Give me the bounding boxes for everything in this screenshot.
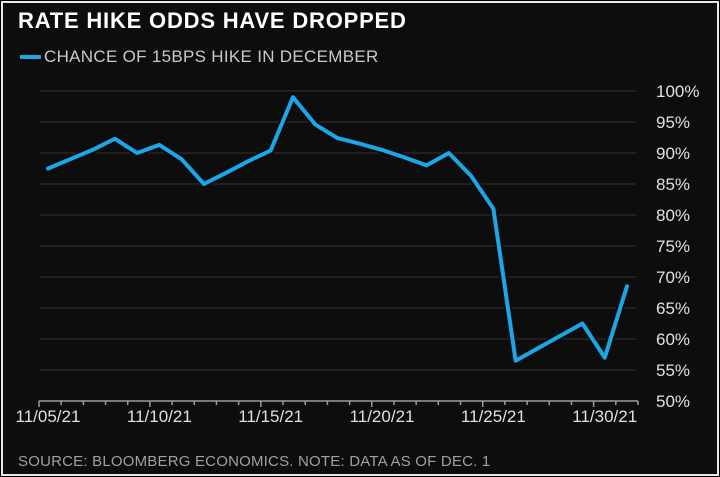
y-tick-label: 90% bbox=[656, 144, 690, 163]
legend-line-swatch-icon bbox=[20, 55, 41, 59]
chart-title: RATE HIKE ODDS HAVE DROPPED bbox=[18, 8, 407, 33]
x-tick-label: 11/05/21 bbox=[16, 407, 81, 426]
y-tick-label: 55% bbox=[656, 361, 690, 380]
x-tick-label: 11/30/21 bbox=[572, 407, 637, 426]
source-note: SOURCE: BLOOMBERG ECONOMICS. NOTE: DATA … bbox=[18, 453, 491, 470]
x-tick-label: 11/10/21 bbox=[127, 407, 192, 426]
y-tick-label: 70% bbox=[656, 268, 690, 287]
y-tick-label: 65% bbox=[656, 299, 690, 318]
y-tick-label: 50% bbox=[656, 392, 690, 411]
y-tick-label: 100% bbox=[656, 82, 699, 101]
x-tick-label: 11/15/21 bbox=[238, 407, 303, 426]
legend: CHANCE OF 15BPS HIKE IN DECEMBER bbox=[20, 47, 379, 67]
y-tick-label: 75% bbox=[656, 237, 690, 256]
series-line bbox=[46, 95, 629, 363]
legend-series-label: CHANCE OF 15BPS HIKE IN DECEMBER bbox=[44, 47, 379, 66]
x-tick-label: 11/20/21 bbox=[350, 407, 415, 426]
y-tick-label: 80% bbox=[656, 206, 690, 225]
y-tick-label: 60% bbox=[656, 330, 690, 349]
y-tick-label: 95% bbox=[656, 113, 690, 132]
x-tick-label: 11/25/21 bbox=[461, 407, 526, 426]
y-tick-label: 85% bbox=[656, 175, 690, 194]
